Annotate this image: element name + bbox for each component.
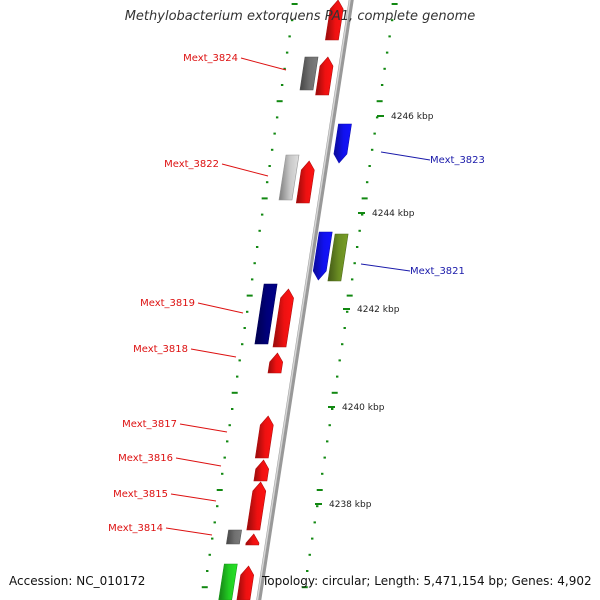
scale-labels: 4246 kbp 4244 kbp 4242 kbp 4240 kbp 4238 kbp bbox=[315, 112, 434, 510]
gene-feature[interactable] bbox=[315, 56, 334, 96]
gene-label-leader bbox=[197, 302, 244, 314]
gene-features bbox=[218, 0, 352, 600]
map-title: Methylobacterium extorquens PA1, complet… bbox=[124, 9, 476, 24]
gene-feature[interactable] bbox=[278, 154, 300, 201]
gene-feature[interactable] bbox=[236, 565, 255, 600]
gene-label-leader bbox=[190, 348, 237, 358]
gene-label-leader bbox=[175, 457, 222, 467]
gene-label[interactable]: Mext_3814 bbox=[108, 523, 163, 534]
gene-feature[interactable] bbox=[267, 352, 284, 374]
gene-label[interactable]: Mext_3821 bbox=[410, 266, 465, 277]
genome-summary-text: Topology: circular; Length: 5,471,154 bp… bbox=[262, 574, 592, 588]
gene-feature[interactable] bbox=[253, 459, 270, 482]
gene-label-leader bbox=[170, 493, 217, 502]
gene-label[interactable]: Mext_3818 bbox=[133, 344, 188, 355]
gene-label[interactable]: Mext_3822 bbox=[164, 159, 219, 170]
gene-feature[interactable] bbox=[325, 0, 344, 41]
gene-label[interactable]: Mext_3815 bbox=[113, 489, 168, 500]
gene-labels: Mext_3824 Mext_3823 Mext_3822 Mext_3821 Mext… bbox=[108, 53, 485, 536]
gene-feature[interactable] bbox=[299, 56, 319, 91]
gene-feature[interactable] bbox=[312, 231, 333, 281]
gene-feature[interactable] bbox=[254, 415, 274, 459]
genome-backbone-highlight bbox=[256, 0, 351, 600]
genome-backbone bbox=[256, 0, 354, 600]
gene-label[interactable]: Mext_3819 bbox=[140, 298, 195, 309]
scale-label: 4244 kbp bbox=[372, 209, 415, 219]
gene-feature[interactable] bbox=[254, 283, 278, 345]
gene-label[interactable]: Mext_3816 bbox=[118, 453, 173, 464]
gene-label-leader bbox=[165, 527, 213, 536]
gene-feature[interactable] bbox=[272, 288, 294, 348]
gene-feature[interactable] bbox=[295, 160, 315, 204]
gene-feature[interactable] bbox=[226, 529, 242, 545]
gene-label-leader bbox=[360, 263, 411, 272]
scale-label: 4242 kbp bbox=[357, 305, 400, 315]
gene-label[interactable]: Mext_3824 bbox=[183, 53, 238, 64]
gene-feature[interactable] bbox=[246, 481, 267, 531]
gene-label[interactable]: Mext_3823 bbox=[430, 155, 485, 166]
scale-label: 4238 kbp bbox=[329, 500, 372, 510]
gene-label-leader bbox=[240, 57, 287, 71]
scale-label: 4246 kbp bbox=[391, 112, 434, 122]
gene-label-leader bbox=[221, 163, 269, 177]
gene-feature[interactable] bbox=[327, 233, 349, 282]
accession-text: Accession: NC_010172 bbox=[9, 574, 146, 588]
gene-feature[interactable] bbox=[245, 533, 260, 546]
gene-label-leader bbox=[179, 423, 228, 433]
gene-label-leader bbox=[380, 151, 431, 161]
gene-label[interactable]: Mext_3817 bbox=[122, 419, 177, 430]
gene-feature[interactable] bbox=[333, 123, 352, 164]
scale-label: 4240 kbp bbox=[342, 403, 385, 413]
gene-feature[interactable] bbox=[218, 563, 238, 600]
scale-ticks bbox=[201, 3, 398, 589]
